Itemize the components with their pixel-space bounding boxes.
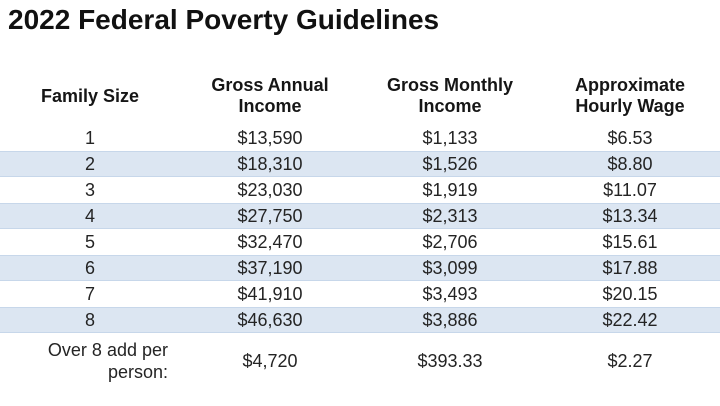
monthly-income-cell: $2,706 [422, 232, 478, 252]
hourly-wage-cell: $11.07 [603, 180, 657, 200]
monthly-income-cell: $1,526 [422, 154, 478, 174]
table-row: 1 $13,590 $1,133 $6.53 [0, 125, 720, 151]
hourly-wage-cell: $13.34 [602, 206, 658, 226]
table-row: 7 $41,910 $3,493 $20.15 [0, 281, 720, 307]
table-row: 2 $18,310 $1,526 $8.80 [0, 151, 720, 177]
monthly-income-cell: $3,886 [422, 310, 478, 330]
monthly-income-cell: $3,493 [422, 284, 478, 304]
table-row: 4 $27,750 $2,313 $13.34 [0, 203, 720, 229]
over-8-label-cell: Over 8 add per person: [0, 339, 180, 383]
annual-income-cell: $37,190 [237, 258, 303, 278]
table-row: 6 $37,190 $3,099 $17.88 [0, 255, 720, 281]
monthly-income-cell: $3,099 [422, 258, 478, 278]
table-header-row: Family Size Gross Annual Income Gross Mo… [0, 67, 720, 125]
annual-income-cell: $18,310 [237, 154, 303, 174]
header-label: Gross Annual Income [211, 75, 329, 116]
annual-income-cell: $27,750 [237, 206, 303, 226]
hourly-wage-cell: $6.53 [607, 128, 653, 148]
hourly-wage-cell: $2.27 [607, 351, 653, 371]
family-size-cell: 1 [84, 128, 95, 148]
table-footer-row: Over 8 add per person: $4,720 $393.33 $2… [0, 333, 720, 389]
annual-income-cell: $32,470 [237, 232, 303, 252]
hourly-wage-cell: $20.15 [602, 284, 658, 304]
annual-income-cell: $41,910 [237, 284, 303, 304]
family-size-cell: 4 [84, 206, 95, 226]
annual-income-cell: $4,720 [242, 351, 298, 371]
page-title: 2022 Federal Poverty Guidelines [8, 4, 440, 35]
family-size-cell: 5 [84, 232, 95, 252]
annual-income-cell: $46,630 [237, 310, 303, 330]
hourly-wage-cell: $8.80 [607, 154, 653, 174]
family-size-cell: 2 [84, 154, 95, 174]
poverty-guidelines-page: 2022 Federal Poverty Guidelines Family S… [0, 3, 720, 406]
annual-income-cell: $13,590 [237, 128, 303, 148]
over-8-label: Over 8 add per person: [47, 340, 168, 382]
family-size-cell: 8 [84, 310, 95, 330]
header-family-size: Family Size [0, 67, 180, 125]
poverty-guidelines-table: Family Size Gross Annual Income Gross Mo… [0, 67, 720, 389]
hourly-wage-cell: $17.88 [602, 258, 658, 278]
monthly-income-cell: $1,919 [422, 180, 478, 200]
table-row: 8 $46,630 $3,886 $22.42 [0, 307, 720, 333]
annual-income-cell: $23,030 [237, 180, 303, 200]
header-approximate-hourly-wage: Approximate Hourly Wage [540, 67, 720, 125]
monthly-income-cell: $1,133 [422, 128, 478, 148]
hourly-wage-cell: $22.42 [602, 310, 658, 330]
monthly-income-cell: $2,313 [422, 206, 478, 226]
hourly-wage-cell: $15.61 [602, 232, 658, 252]
header-gross-monthly-income: Gross Monthly Income [360, 67, 540, 125]
family-size-cell: 7 [84, 284, 95, 304]
monthly-income-cell: $393.33 [417, 351, 483, 371]
header-label: Approximate Hourly Wage [574, 75, 686, 116]
table-row: 3 $23,030 $1,919 $11.07 [0, 177, 720, 203]
family-size-cell: 3 [84, 180, 95, 200]
table-row: 5 $32,470 $2,706 $15.61 [0, 229, 720, 255]
family-size-cell: 6 [84, 258, 95, 278]
header-gross-annual-income: Gross Annual Income [180, 67, 360, 125]
header-label: Gross Monthly Income [386, 75, 513, 116]
header-label: Family Size [40, 85, 140, 106]
